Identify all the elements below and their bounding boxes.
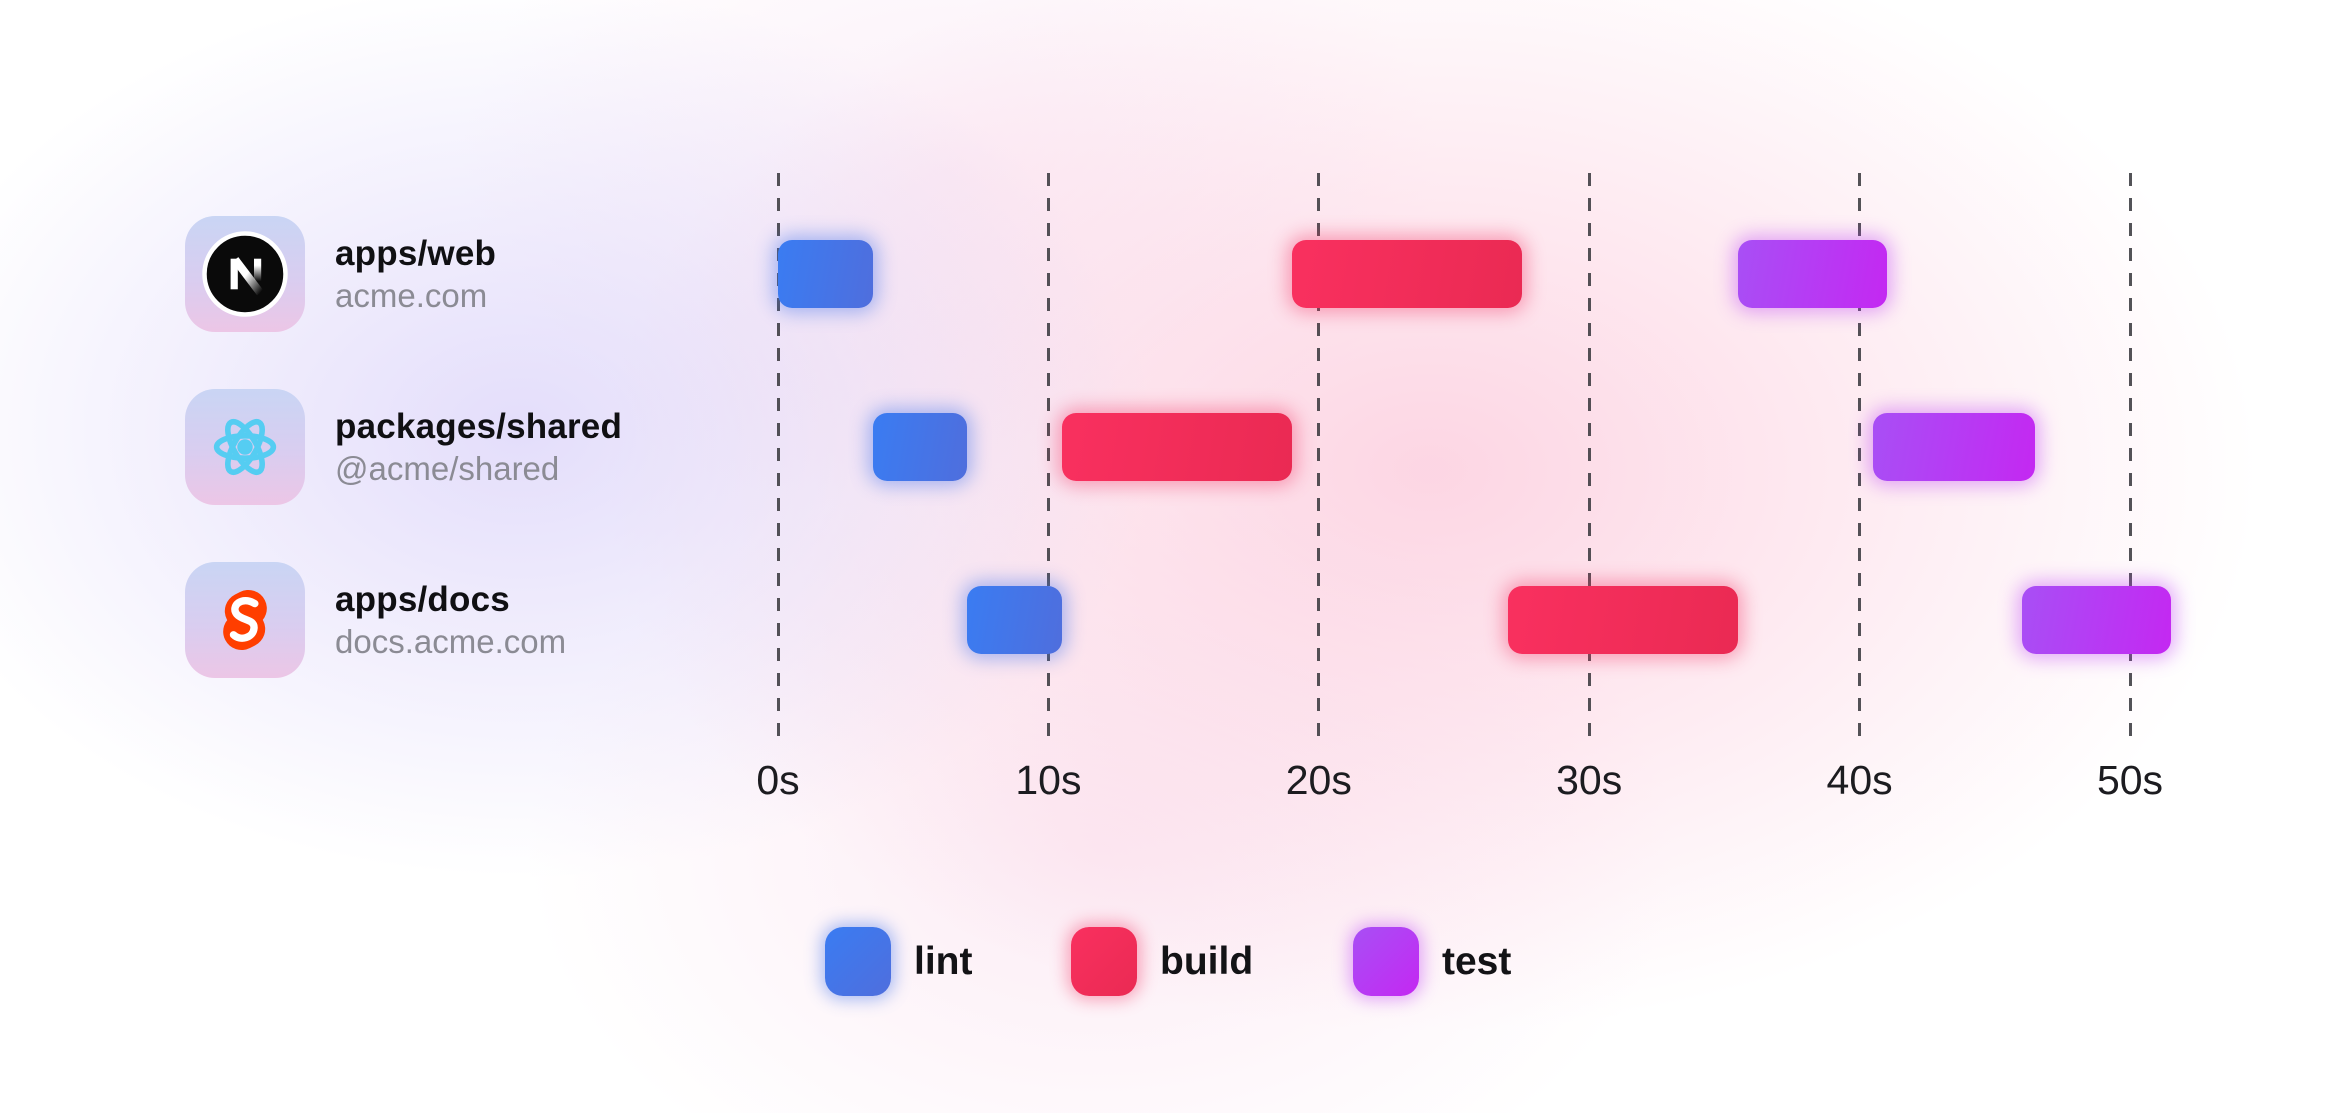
package-row-apps-web: apps/web acme.com [185,216,496,332]
test-color-swatch [1353,927,1419,996]
package-labels: apps/docs docs.acme.com [335,578,566,662]
package-subtitle: @acme/shared [335,450,560,487]
react-package-tile [185,389,305,505]
task-bar-test-apps-docs [2021,586,2171,654]
legend-item-lint: lint [825,927,972,996]
task-bar-lint-packages-shared [872,413,968,481]
task-bar-build-apps-docs [1508,586,1738,654]
axis-tick-label-20s: 20s [1285,757,1352,803]
task-bar-lint-apps-docs [967,586,1062,654]
package-labels: packages/shared @acme/shared [335,405,622,489]
axis-tick-label-50s: 50s [2096,757,2164,803]
gridline-40s [1858,173,1862,737]
build-color-swatch [1071,927,1137,996]
task-bar-test-packages-shared [1873,413,2036,481]
package-labels: apps/web acme.com [335,232,496,316]
task-bar-build-apps-web [1291,240,1522,308]
legend-label-build: build [1160,940,1254,983]
task-bar-build-packages-shared [1061,413,1292,481]
package-subtitle: docs.acme.com [335,623,567,660]
gridline-10s [1046,173,1050,737]
gridline-20s [1317,173,1321,737]
svelte-icon [223,589,267,651]
package-subtitle: acme.com [335,277,488,314]
package-row-apps-docs: apps/docs docs.acme.com [185,562,566,678]
legend-label-lint: lint [914,940,973,983]
react-icon [213,418,277,476]
svelte-app-tile [185,562,305,678]
lint-color-swatch [825,927,891,996]
nextjs-app-tile [185,216,305,332]
legend-item-build: build [1071,927,1253,996]
gridline-0s [776,173,780,737]
legend-label-test: test [1442,940,1512,983]
task-bar-test-apps-web [1737,240,1887,308]
package-name: apps/docs [335,580,510,619]
task-bar-lint-apps-web [778,240,873,308]
gridline-50s [2128,173,2132,737]
axis-tick-label-0s: 0s [756,757,800,803]
nextjs-icon [202,231,288,317]
package-row-packages-shared: packages/shared @acme/shared [185,389,622,505]
package-name: apps/web [335,234,497,273]
axis-tick-label-10s: 10s [1015,757,1082,803]
axis-tick-label-30s: 30s [1556,757,1623,803]
gridline-30s [1587,173,1591,737]
axis-tick-label-40s: 40s [1826,757,1893,803]
legend-item-test: test [1353,927,1511,996]
package-name: packages/shared [335,407,623,446]
